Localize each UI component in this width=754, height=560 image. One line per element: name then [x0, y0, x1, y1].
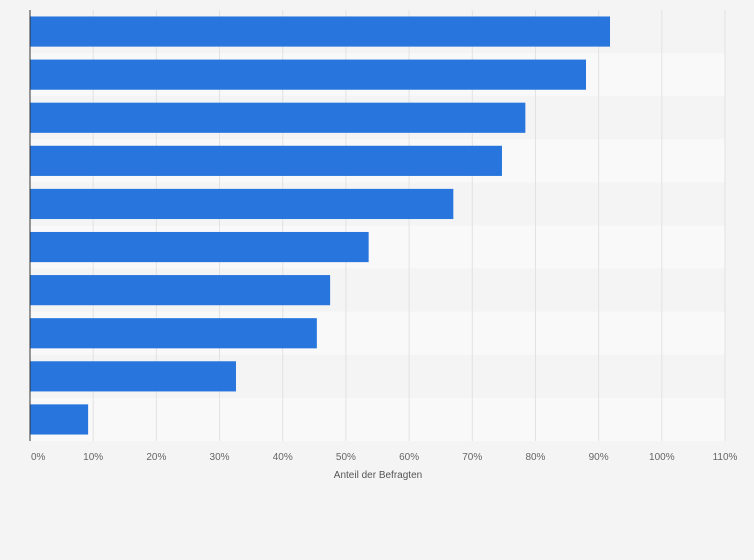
x-tick-labels: 0% 10% 20% 30% 40% 50% 60% 70% 80% 90% 100% 110% [31, 452, 738, 463]
x-tick-label: 50% [336, 452, 356, 463]
bar[interactable] [30, 188, 454, 220]
x-tick-label: 70% [462, 452, 482, 463]
x-tick-label: 90% [589, 452, 609, 463]
bar[interactable] [30, 102, 526, 133]
bar[interactable] [30, 59, 586, 90]
x-tick-label: 10% [83, 452, 103, 463]
bars [30, 16, 611, 435]
x-tick-label: 80% [525, 452, 545, 463]
x-tick-label: 100% [649, 452, 675, 463]
x-tick-label: 0% [31, 452, 46, 463]
x-tick-label: 40% [273, 452, 293, 463]
bar[interactable] [30, 231, 369, 263]
x-tick-label: 110% [713, 452, 738, 463]
bar[interactable] [30, 404, 89, 435]
bar[interactable] [30, 16, 611, 47]
x-axis-title: Anteil der Befragten [334, 470, 422, 481]
x-tick-label: 20% [146, 452, 166, 463]
row-band [30, 397, 725, 441]
bar[interactable] [30, 361, 236, 392]
bar[interactable] [30, 275, 331, 306]
bar[interactable] [30, 318, 317, 349]
x-tick-label: 60% [399, 452, 419, 463]
bar[interactable] [30, 145, 502, 176]
x-tick-label: 30% [210, 452, 230, 463]
